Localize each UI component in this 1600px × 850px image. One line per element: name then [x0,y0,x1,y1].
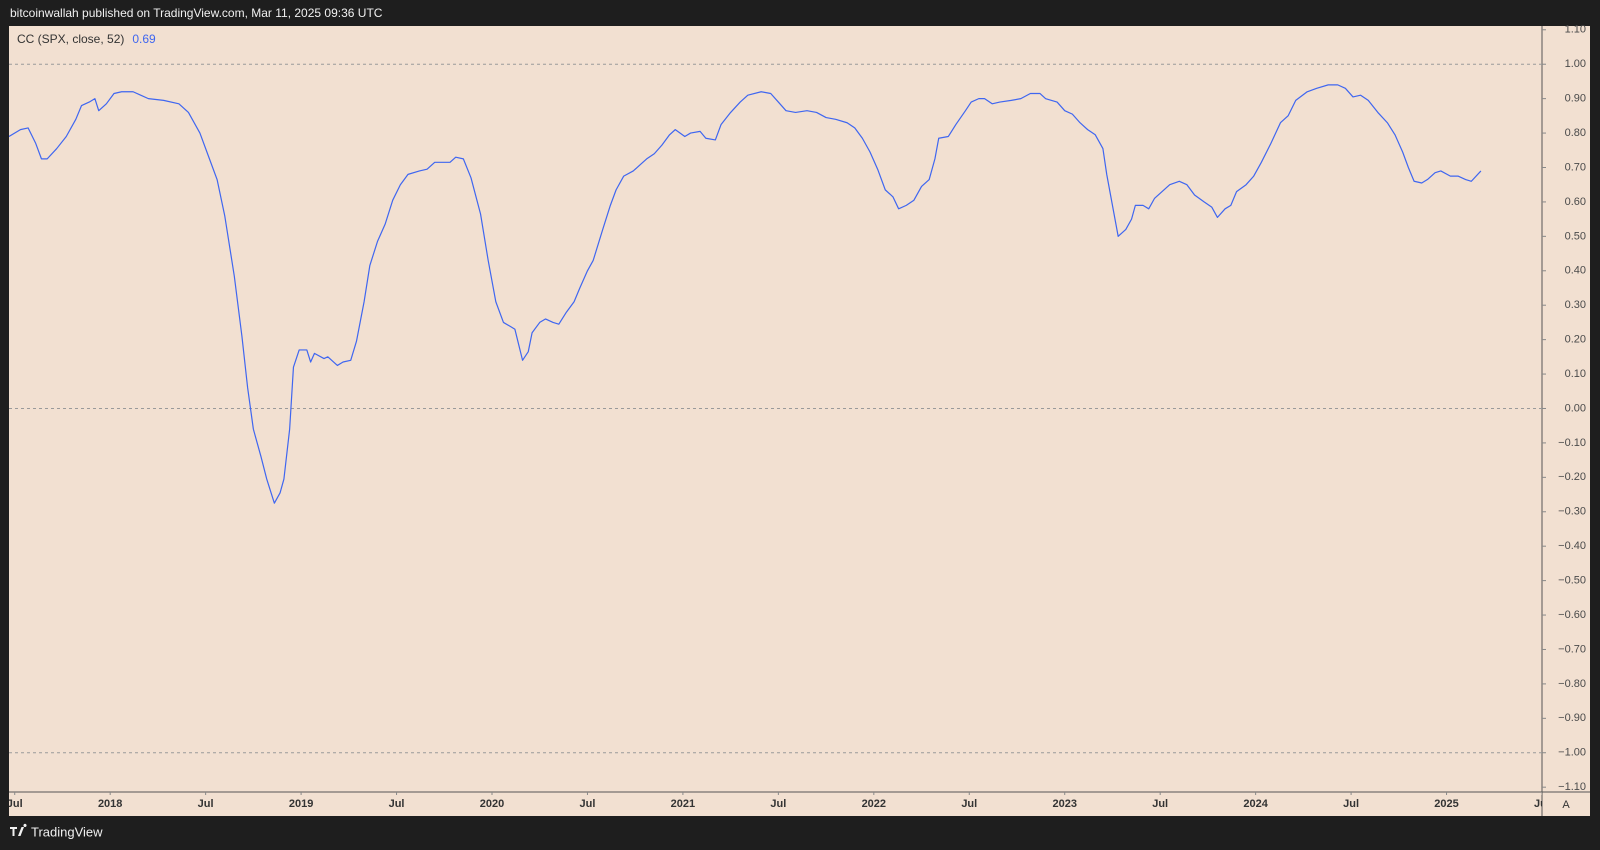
price-axis: 1.10 1.00 0.90 0.80 0.70 0.60 0.50 0.40 0.30 0.20… [1542,24,1586,793]
x-tick-label: 2020 [480,798,504,810]
y-tick-label: 0.70 [1565,161,1586,173]
y-tick-label: 0.20 [1565,334,1586,346]
logo-icon [10,823,27,836]
y-tick-label: 0.80 [1565,127,1586,139]
footer-brand: TradingView [31,824,103,839]
legend-label: CC (SPX, close, 52) [17,32,124,46]
y-tick-label: −0.30 [1558,506,1586,518]
y-tick-label: 0.40 [1565,265,1586,277]
y-tick-label: −1.00 [1558,747,1586,759]
series-line [9,84,1482,504]
x-tick-label: Jul [961,798,977,810]
y-tick-label: −0.50 [1558,575,1586,587]
publish-info: bitcoinwallah published on TradingView.c… [10,6,383,20]
x-tick-label: 2023 [1052,798,1076,810]
y-tick-label: −0.40 [1558,540,1586,552]
y-tick-label: 0.90 [1565,93,1586,105]
x-tick-label: 2018 [98,798,122,810]
y-tick-label: 0.30 [1565,299,1586,311]
y-tick-label: −1.10 [1558,781,1586,793]
y-tick-label: −0.90 [1558,712,1586,724]
x-tick-label: Jul [7,798,23,810]
y-tick-label: 0.60 [1565,196,1586,208]
y-tick-label: 1.00 [1565,58,1586,70]
x-tick-label: Jul [389,798,405,810]
x-tick-label: Jul [198,798,214,810]
y-tick-label: −0.60 [1558,609,1586,621]
legend-value: 0.69 [132,32,156,46]
y-tick-label: −0.10 [1558,437,1586,449]
x-tick-label: Jul [1534,798,1550,810]
y-tick-label: 0.00 [1565,402,1586,414]
y-tick-label: −0.20 [1558,471,1586,483]
time-axis: Jul 2018 Jul 2019 Jul 2020 Jul 2021 Jul 2022 Jul 20… [7,792,1550,810]
y-tick-label: 0.50 [1565,230,1586,242]
y-tick-label: 0.10 [1565,368,1586,380]
x-tick-label: 2024 [1243,798,1268,810]
x-tick-label: Jul [770,798,786,810]
x-tick-label: Jul [1152,798,1168,810]
plot-area [9,63,1542,754]
chart-panel [9,26,1590,816]
y-tick-label: −0.80 [1558,678,1586,690]
x-tick-label: 2019 [289,798,313,810]
scale-toggle[interactable]: A [1562,799,1570,811]
x-tick-label: 2022 [862,798,886,810]
legend: CC (SPX, close, 52) 0.69 [17,32,156,46]
x-tick-label: 2021 [671,798,695,810]
x-tick-label: 2025 [1434,798,1458,810]
y-tick-label: 1.10 [1565,24,1586,36]
footer-logo: TradingView [10,823,103,839]
x-tick-label: Jul [1343,798,1359,810]
y-tick-label: −0.70 [1558,643,1586,655]
auto-scale-button[interactable]: A [1562,799,1570,811]
x-tick-label: Jul [580,798,596,810]
